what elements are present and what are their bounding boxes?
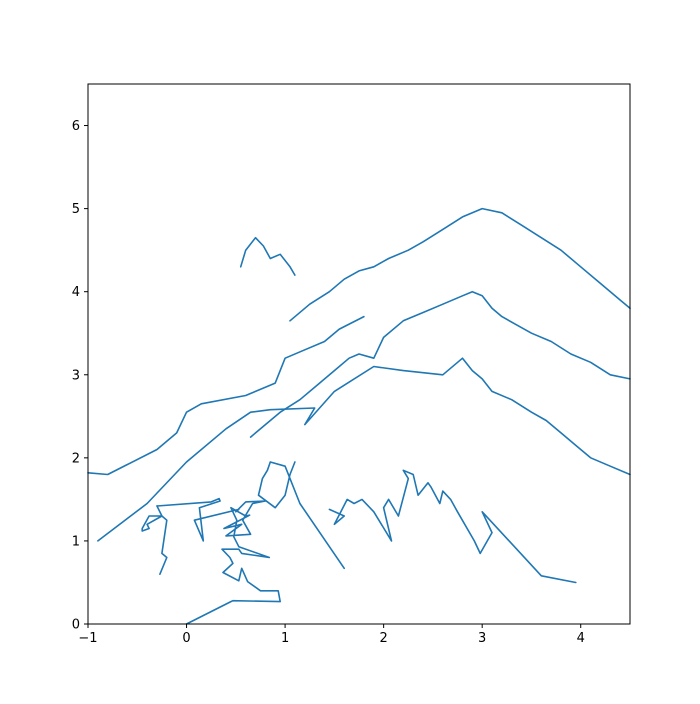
y-tick-label: 2 <box>72 451 80 466</box>
x-tick-label: 3 <box>478 631 486 646</box>
series-line-2 <box>141 505 168 576</box>
y-tick-label: 6 <box>72 119 80 134</box>
x-tick-label: 0 <box>182 631 190 646</box>
series-line-1 <box>156 497 282 625</box>
x-tick-label: 1 <box>281 631 289 646</box>
series-line-6 <box>87 315 365 476</box>
x-tick-label: 4 <box>577 631 585 646</box>
series-line-7 <box>249 290 631 438</box>
y-tick-label: 0 <box>72 618 80 633</box>
series-line-8 <box>289 207 631 322</box>
axes-frame <box>87 83 631 625</box>
series-line-3 <box>328 469 577 584</box>
series-line-9 <box>239 236 296 276</box>
x-tick-label: −1 <box>78 631 97 646</box>
series-line-5 <box>97 357 631 542</box>
y-tick-label: 1 <box>72 534 80 549</box>
y-tick-label: 5 <box>72 202 80 217</box>
series-line-4 <box>257 461 346 570</box>
x-axis: −1 0 1 2 3 4 <box>78 624 585 646</box>
x-tick-label: 2 <box>379 631 387 646</box>
y-tick-label: 3 <box>72 368 80 383</box>
series-layer <box>87 207 631 625</box>
y-axis: 0 1 2 3 4 5 6 <box>72 119 88 633</box>
y-tick-label: 4 <box>72 285 80 300</box>
